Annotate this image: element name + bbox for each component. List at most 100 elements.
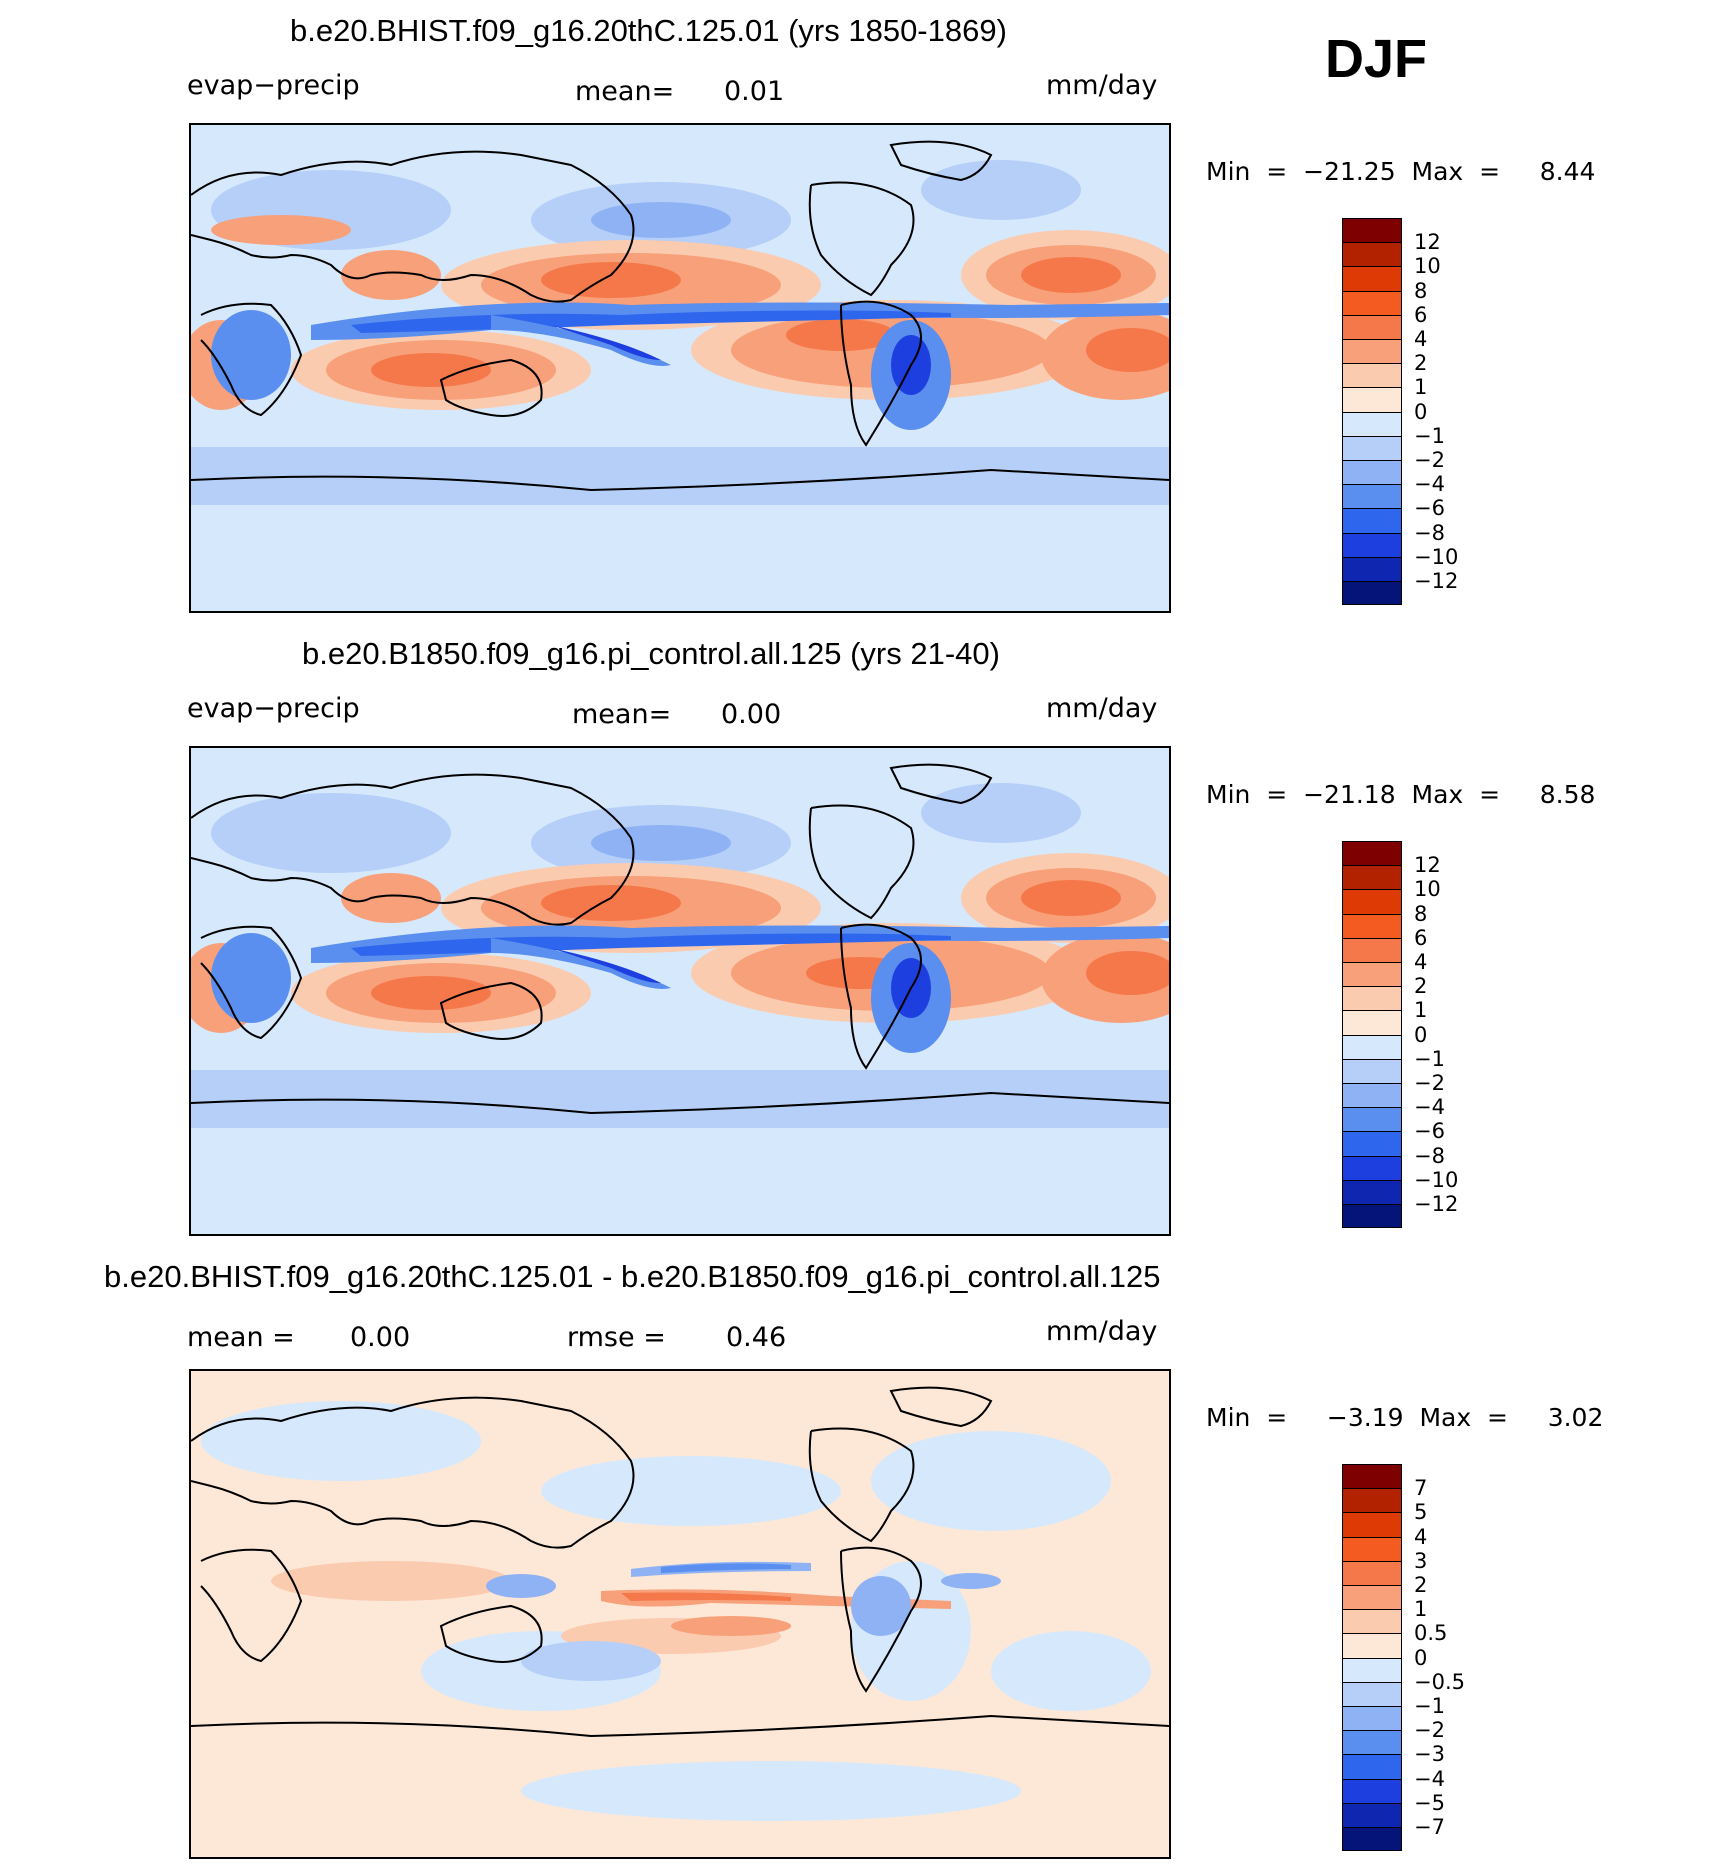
colorbar-tick-label: −4: [1414, 1095, 1445, 1120]
colorbar-swatch: [1342, 1827, 1402, 1852]
panel-2-units: mm/day: [1046, 693, 1158, 724]
colorbar-tick-label: 2: [1414, 974, 1428, 999]
panel-3-rmse-label: rmse =: [567, 1322, 666, 1353]
colorbar-tick-label: −1: [1414, 1046, 1445, 1071]
colorbar-swatch: [1342, 242, 1402, 267]
colorbar-tick-label: −1: [1414, 423, 1445, 448]
colorbar-tick-label: −7: [1414, 1815, 1445, 1839]
panel-1-mean-value: 0.01: [724, 76, 785, 107]
panel-3-mean-label: mean =: [187, 1322, 295, 1353]
colorbar-tick-label: 4: [1414, 1524, 1428, 1549]
colorbar-swatch: [1342, 841, 1402, 866]
colorbar-tick-label: −0.5: [1414, 1669, 1465, 1694]
colorbar-swatch: [1342, 1730, 1402, 1755]
colorbar-tick-label: −12: [1414, 569, 1459, 593]
colorbar-swatch: [1342, 363, 1402, 388]
colorbar-tick-label: 10: [1414, 254, 1441, 279]
colorbar-swatch: [1342, 1560, 1402, 1585]
colorbar-swatch: [1342, 290, 1402, 315]
colorbar-tick-label: 0: [1414, 399, 1428, 424]
colorbar-swatch: [1342, 1657, 1402, 1682]
panel-1-title: b.e20.BHIST.f09_g16.20thC.125.01 (yrs 18…: [290, 13, 1007, 48]
colorbar-tick-label: 1: [1414, 1597, 1428, 1622]
panel-3-min-max: Min = −3.19 Max = 3.02: [1206, 1403, 1604, 1432]
colorbar-tick-label: −4: [1414, 1766, 1445, 1791]
colorbar-swatch: [1342, 266, 1402, 291]
colorbar-tick-label: −4: [1414, 472, 1445, 497]
colorbar-swatch: [1342, 1536, 1402, 1561]
colorbar-tick-label: 0.5: [1414, 1621, 1448, 1646]
colorbar-tick-label: −5: [1414, 1790, 1445, 1815]
colorbar-swatch: [1342, 986, 1402, 1011]
season-label: DJF: [1325, 29, 1428, 89]
colorbar-swatch: [1342, 339, 1402, 364]
colorbar-swatch: [1342, 1155, 1402, 1180]
panel-1-min-max: Min = −21.25 Max = 8.44: [1206, 157, 1596, 186]
colorbar-swatch: [1342, 581, 1402, 606]
panel-2-mean-label: mean=: [572, 699, 672, 730]
panel-2-variable-label: evap−precip: [187, 693, 360, 724]
colorbar-swatch: [1342, 1633, 1402, 1658]
colorbar-tick-label: −2: [1414, 448, 1445, 472]
panel-3-mean-value: 0.00: [350, 1322, 411, 1353]
colorbar-tick-label: 5: [1414, 1500, 1428, 1525]
panel-2-map: [189, 746, 1171, 1236]
colorbar-swatch: [1342, 937, 1402, 962]
colorbar-swatch: [1342, 435, 1402, 460]
colorbar-tick-label: 12: [1414, 853, 1441, 878]
panel-3-units: mm/day: [1046, 1316, 1158, 1347]
colorbar-swatch: [1342, 556, 1402, 581]
colorbar-tick-label: −6: [1414, 1119, 1445, 1144]
colorbar-swatch: [1342, 1010, 1402, 1035]
colorbar-swatch: [1342, 913, 1402, 938]
panel-3-title: b.e20.BHIST.f09_g16.20thC.125.01 - b.e20…: [104, 1259, 1161, 1294]
colorbar-tick-label: −3: [1414, 1742, 1445, 1767]
colorbar-tick-label: 6: [1414, 925, 1428, 950]
colorbar-tick-label: 4: [1414, 950, 1428, 974]
colorbar-tick-label: 12: [1414, 230, 1441, 255]
colorbar-swatch: [1342, 1058, 1402, 1083]
colorbar-tick-label: 0: [1414, 1022, 1428, 1047]
colorbar-swatch: [1342, 218, 1402, 243]
colorbar-tick-label: −10: [1414, 544, 1459, 569]
colorbar-swatch: [1342, 1107, 1402, 1132]
colorbar-swatch: [1342, 1179, 1402, 1204]
colorbar-tick-label: 2: [1414, 1573, 1428, 1597]
colorbar-tick-label: −2: [1414, 1718, 1445, 1743]
panel-3-rmse-value: 0.46: [726, 1322, 787, 1353]
colorbar-swatch: [1342, 411, 1402, 436]
panel-2-mean-value: 0.00: [721, 699, 782, 730]
colorbar-tick-label: 10: [1414, 877, 1441, 902]
colorbar-tick-label: 1: [1414, 375, 1428, 400]
colorbar-swatch: [1342, 314, 1402, 339]
colorbar-tick-label: −12: [1414, 1192, 1459, 1216]
colorbar-tick-label: 0: [1414, 1645, 1428, 1670]
colorbar-swatch: [1342, 1706, 1402, 1731]
colorbar-swatch: [1342, 532, 1402, 557]
colorbar-swatch: [1342, 1083, 1402, 1108]
colorbar-swatch: [1342, 484, 1402, 509]
colorbar-swatch: [1342, 1034, 1402, 1059]
colorbar-tick-label: 2: [1414, 351, 1428, 376]
colorbar-swatch: [1342, 1464, 1402, 1489]
panel-1-units: mm/day: [1046, 70, 1158, 101]
colorbar-swatch: [1342, 387, 1402, 412]
colorbar-swatch: [1342, 460, 1402, 485]
colorbar-tick-label: 7: [1414, 1476, 1428, 1501]
colorbar-swatch: [1342, 1131, 1402, 1156]
colorbar-swatch: [1342, 1585, 1402, 1610]
colorbar-tick-label: −8: [1414, 1143, 1445, 1168]
colorbar-swatch: [1342, 865, 1402, 890]
colorbar-swatch: [1342, 1802, 1402, 1827]
colorbar-swatch: [1342, 1778, 1402, 1803]
colorbar-swatch: [1342, 1512, 1402, 1537]
colorbar-tick-label: −10: [1414, 1167, 1459, 1192]
colorbar-swatch: [1342, 1754, 1402, 1779]
panel-1-variable-label: evap−precip: [187, 70, 360, 101]
colorbar-tick-label: 6: [1414, 302, 1428, 327]
colorbar-tick-label: −2: [1414, 1071, 1445, 1095]
panel-2-title: b.e20.B1850.f09_g16.pi_control.all.125 (…: [302, 636, 1000, 671]
itcz-band: [311, 302, 1169, 340]
colorbar-tick-label: 4: [1414, 327, 1428, 351]
panel-1-mean-label: mean=: [575, 76, 675, 107]
